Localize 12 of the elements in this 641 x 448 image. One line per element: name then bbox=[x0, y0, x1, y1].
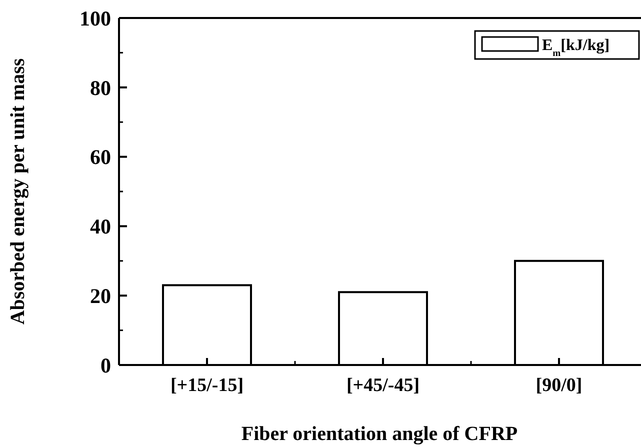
y-axis-title: Absorbed energy per unit mass bbox=[7, 58, 29, 325]
legend-label: E$_{m}$[kJ/kg] bbox=[542, 37, 610, 58]
y-tick-label: 40 bbox=[90, 214, 111, 239]
x-tick-label: [+15/-15] bbox=[170, 375, 244, 396]
x-tick-label: [90/0] bbox=[536, 375, 582, 396]
y-tick-label: 20 bbox=[90, 284, 111, 308]
y-tick-label: 60 bbox=[90, 145, 111, 170]
x-tick-label: [+45/-45] bbox=[346, 375, 420, 396]
x-axis-title: Fiber orientation angle of CFRP bbox=[241, 423, 518, 445]
y-tick-label: 100 bbox=[80, 6, 111, 30]
y-tick-label: 80 bbox=[90, 76, 111, 100]
y-tick-label: 0 bbox=[100, 353, 111, 378]
